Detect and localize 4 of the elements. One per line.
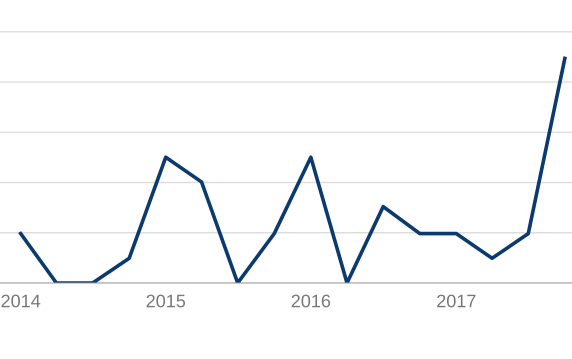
- x-tick-label: 2015: [146, 294, 186, 308]
- x-tick-label: 2017: [437, 294, 476, 308]
- x-tick-label: 2014: [1, 294, 40, 308]
- x-tick-label: 2016: [292, 294, 330, 308]
